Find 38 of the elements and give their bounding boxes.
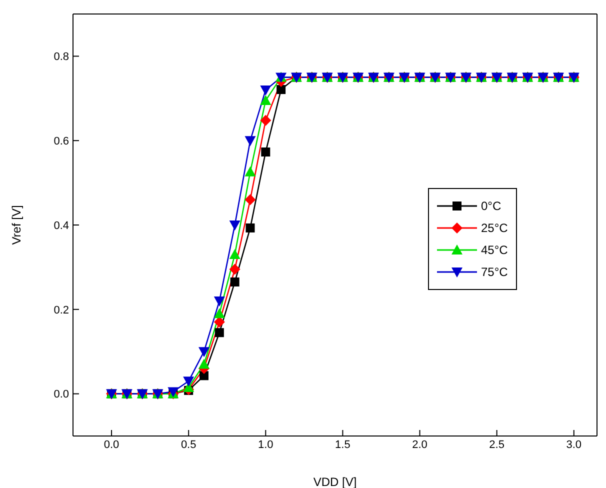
y-tick-label: 0.2 [54,304,69,316]
point [229,220,240,230]
x-tick-label: 0.5 [180,438,196,451]
point [246,223,255,232]
point [214,308,225,318]
x-tick-label: 1.5 [335,438,350,451]
point [229,249,240,260]
y-axis-title: Vref [V] [9,205,24,245]
x-tick-label: 2.0 [412,438,428,451]
point [214,316,225,328]
point [183,376,194,387]
point [230,277,240,286]
y-tick-label: 0.4 [54,220,69,232]
y-tick-label: 0.8 [54,51,69,64]
x-tick-label: 0.0 [104,438,120,451]
legend-label: 45°C [481,243,508,257]
point [198,347,210,358]
point [200,371,208,380]
point [198,358,210,369]
y-tick-label: 0.6 [54,136,69,148]
point [276,85,286,94]
x-tick-label: 3.0 [566,438,582,451]
y-tick-label: 0.0 [54,388,69,401]
point [229,264,240,275]
legend-label: 0°C [481,199,502,213]
point [261,147,270,156]
point [260,95,272,106]
point [214,296,225,306]
point [260,85,272,96]
point [244,194,256,206]
x-tick-label: 2.5 [489,438,504,451]
legend-label: 25°C [481,221,508,235]
legend-label: 75°C [481,265,508,279]
point [244,166,256,176]
point [260,114,272,126]
point [214,328,224,338]
point [244,136,256,146]
x-tick-label: 1.0 [258,438,274,451]
